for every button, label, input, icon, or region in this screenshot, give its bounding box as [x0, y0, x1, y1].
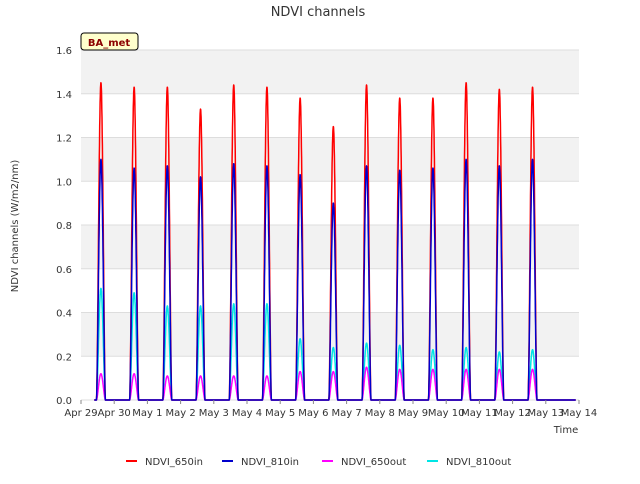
plot-band: [81, 137, 579, 182]
legend-label: NDVI_810in: [241, 457, 299, 468]
x-axis-label: Time: [553, 425, 578, 436]
legend: NDVI_650in NDVI_810in NDVI_650out NDVI_810o…: [126, 457, 511, 468]
site-badge-box: [80, 32, 139, 51]
site-badge: BA_met: [80, 32, 139, 51]
y-tick-label: 0.2: [56, 352, 72, 363]
legend-label: NDVI_650in: [145, 457, 203, 468]
chart-title: NDVI channels: [271, 5, 366, 20]
series-layer: [93, 82, 577, 401]
x-tick-label: May 13: [528, 408, 565, 419]
y-tick-label: 1.0: [56, 177, 72, 188]
x-tick-label: Apr 29: [64, 408, 97, 419]
y-axis-ticks: 0.0 0.2 0.4 0.6 0.8 1.0 1.2 1.4 1.6: [56, 46, 72, 407]
x-tick-label: May 5: [265, 408, 295, 419]
series-line-ndvi_810in: [93, 158, 577, 401]
x-tick-label: May 2: [165, 408, 195, 419]
plot-band: [81, 181, 579, 225]
y-tick-label: 0.6: [56, 265, 72, 276]
legend-item-ndvi_650in: NDVI_650in: [126, 457, 203, 468]
y-tick-label: 0.8: [56, 221, 72, 232]
y-tick-label: 0.0: [56, 396, 72, 407]
x-tick-label: May 3: [199, 408, 229, 419]
y-tick-label: 1.2: [56, 134, 72, 145]
x-tick-label: May 4: [232, 408, 262, 419]
y-tick-label: 1.4: [56, 90, 72, 101]
legend-item-ndvi_650out: NDVI_650out: [322, 457, 406, 468]
x-tick-label: May 8: [365, 408, 395, 419]
y-tick-label: 1.6: [56, 46, 72, 57]
y-axis-label: NDVI channels (W/m2/nm): [10, 160, 21, 293]
x-tick-label: May 11: [461, 408, 498, 419]
site-badge-label: BA_met: [88, 38, 131, 49]
x-tick-label: May 12: [494, 408, 531, 419]
y-tick-label: 0.4: [56, 309, 72, 320]
x-tick-label: May 6: [298, 408, 328, 419]
plot-band: [81, 225, 579, 269]
x-tick-label: May 10: [428, 408, 465, 419]
x-tick-label: May 1: [132, 408, 162, 419]
legend-label: NDVI_650out: [341, 457, 406, 468]
x-tick-label: May 7: [331, 408, 361, 419]
legend-item-ndvi_810in: NDVI_810in: [222, 457, 299, 468]
x-axis-ticks: Apr 29 Apr 30 May 1 May 2 May 3 May 4 May 5 May…: [64, 400, 597, 419]
x-tick-label: May 9: [398, 408, 428, 419]
plot-band: [81, 93, 579, 138]
legend-label: NDVI_810out: [446, 457, 511, 468]
plot-band: [81, 50, 579, 94]
x-tick-label: May 14: [561, 408, 598, 419]
legend-item-ndvi_810out: NDVI_810out: [427, 457, 511, 468]
x-tick-label: Apr 30: [98, 408, 131, 419]
